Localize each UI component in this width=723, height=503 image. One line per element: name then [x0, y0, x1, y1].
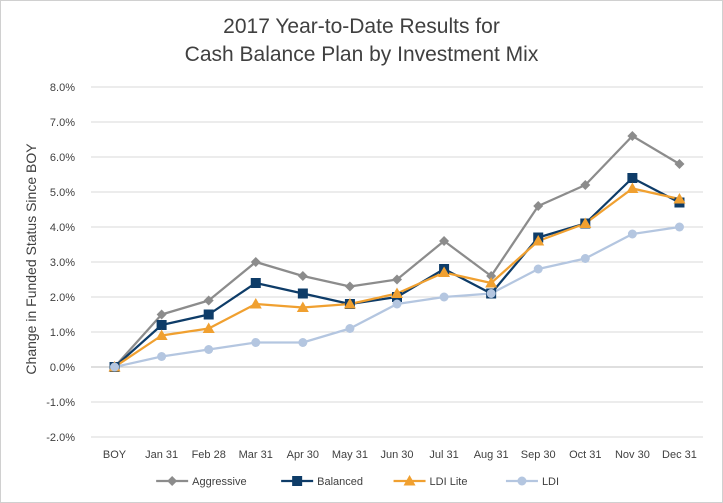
data-point-ldi-lite [673, 193, 686, 204]
data-point-aggressive [344, 281, 355, 292]
x-tick-label: Jan 31 [145, 449, 178, 461]
data-point-balanced [250, 278, 261, 288]
x-tick-label: Oct 31 [569, 449, 601, 461]
tick-labels: -2.0% -1.0% 0.0% 1.0% 2.0% 3.0% 4.0% 5.0% 6.0% 7.… [46, 82, 697, 461]
y-tick-label: 8.0% [50, 82, 75, 94]
data-point-aggressive [533, 201, 544, 211]
legend-label-ldi-lite: LDI Lite [430, 476, 468, 488]
y-tick-label: 1.0% [50, 327, 75, 339]
legend: Aggressive Balanced LDI Lite LDI [156, 475, 559, 488]
data-point-aggressive [297, 271, 308, 281]
data-point-aggressive [439, 236, 450, 246]
y-tick-label: 5.0% [50, 187, 75, 199]
data-point-aggressive [580, 180, 591, 190]
y-tick-label: 6.0% [50, 152, 75, 164]
data-point-ldi-lite [532, 235, 545, 246]
legend-marker-balanced [292, 476, 303, 486]
x-tick-label: Apr 30 [287, 449, 319, 461]
data-point-ldi-lite [202, 322, 215, 333]
series-markers [108, 131, 686, 372]
data-point-aggressive [627, 131, 638, 141]
legend-marker-aggressive [167, 476, 178, 486]
data-point-ldi [110, 362, 120, 372]
x-tick-label: Feb 28 [192, 449, 226, 461]
chart-title-line-1: 2017 Year-to-Date Results for [223, 15, 500, 38]
data-point-ldi-lite [155, 329, 168, 340]
data-point-ldi [674, 222, 684, 232]
legend-marker-ldi-lite [403, 475, 416, 486]
data-point-aggressive [250, 257, 261, 267]
data-point-ldi [345, 324, 355, 333]
x-tick-label: Jul 31 [429, 449, 458, 461]
data-point-ldi [157, 352, 167, 361]
legend-marker-ldi [517, 476, 527, 486]
y-tick-label: 2.0% [50, 292, 75, 304]
data-point-ldi-lite [391, 287, 403, 298]
data-point-ldi-lite [249, 298, 262, 309]
data-point-aggressive [486, 271, 497, 281]
gridlines [91, 86, 703, 438]
legend-label-ldi: LDI [542, 476, 559, 488]
x-tick-label: Nov 30 [615, 449, 650, 461]
data-point-ldi [580, 254, 590, 263]
y-tick-label: 0.0% [50, 362, 75, 374]
y-axis-title: Change in Funded Status Since BOY [23, 143, 39, 375]
series-line-balanced [113, 176, 680, 368]
data-point-ldi [392, 299, 402, 309]
y-tick-label: 7.0% [50, 117, 75, 129]
data-point-aggressive [156, 309, 167, 320]
data-point-ldi [533, 264, 543, 274]
data-point-ldi [251, 338, 261, 347]
data-point-balanced [297, 288, 308, 299]
data-point-balanced [627, 173, 638, 183]
data-point-ldi-lite [485, 277, 498, 288]
x-tick-label: Sep 30 [521, 449, 556, 461]
data-point-ldi-lite [579, 217, 592, 228]
data-point-ldi [486, 289, 496, 298]
data-point-ldi [298, 338, 308, 347]
x-tick-label: Dec 31 [662, 449, 697, 461]
chart-title: 2017 Year-to-Date Results for Cash Balan… [1, 13, 722, 69]
data-point-aggressive [392, 274, 402, 285]
x-tick-label: May 31 [332, 449, 368, 461]
y-tick-label: 4.0% [50, 222, 75, 234]
data-point-ldi [204, 345, 214, 354]
y-tick-label: -2.0% [46, 432, 75, 444]
x-tick-label: Jun 30 [380, 449, 413, 461]
x-tick-label: Mar 31 [239, 449, 273, 461]
data-point-ldi-lite [626, 182, 639, 193]
data-point-balanced [203, 309, 214, 320]
data-point-aggressive [203, 295, 214, 306]
data-point-balanced [156, 320, 167, 330]
x-tick-label: BOY [103, 449, 127, 461]
data-point-ldi-lite [438, 266, 451, 277]
data-point-ldi-lite [296, 301, 309, 312]
legend-label-balanced: Balanced [317, 476, 363, 488]
chart-title-line-2: Cash Balance Plan by Investment Mix [184, 43, 539, 66]
legend-label-aggressive: Aggressive [192, 476, 246, 488]
data-point-ldi [627, 229, 637, 239]
data-point-ldi-lite [343, 298, 356, 309]
y-tick-label: 3.0% [50, 257, 75, 269]
x-tick-label: Aug 31 [474, 449, 509, 461]
y-tick-label: -1.0% [46, 397, 75, 409]
data-point-aggressive [674, 159, 685, 169]
data-point-ldi [439, 292, 449, 302]
